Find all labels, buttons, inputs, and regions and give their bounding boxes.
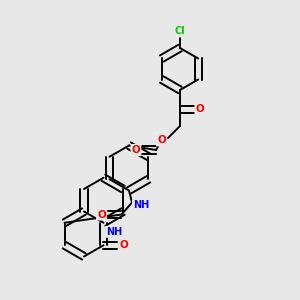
Text: Cl: Cl [175,26,185,37]
Text: O: O [97,209,106,220]
Text: NH: NH [133,200,149,211]
Text: O: O [196,104,205,115]
Text: O: O [119,240,128,250]
Text: O: O [131,145,140,155]
Text: NH: NH [106,227,122,237]
Text: O: O [157,135,166,146]
